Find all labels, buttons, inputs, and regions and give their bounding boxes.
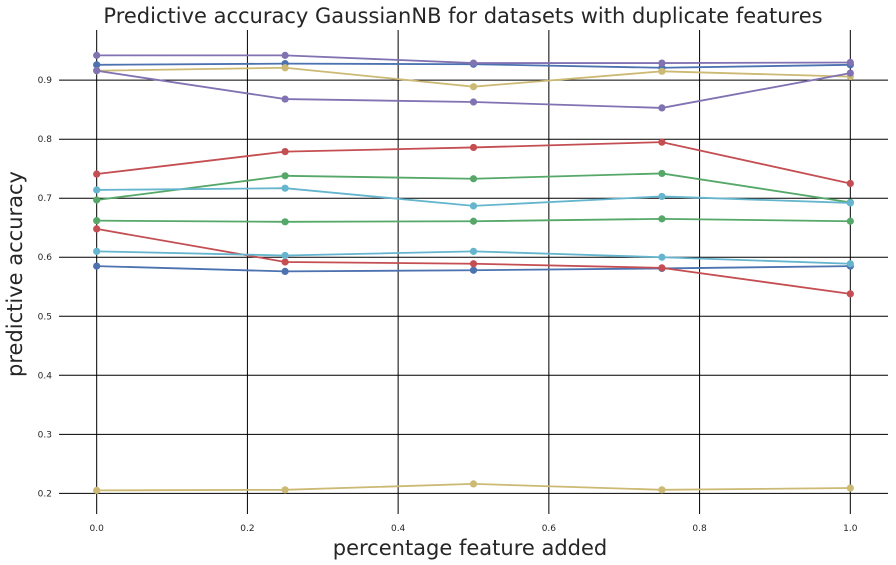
y-tick-label: 0.2: [38, 489, 52, 499]
series-3: [93, 138, 854, 188]
x-tick-label: 0.2: [240, 524, 254, 534]
data-point: [281, 251, 289, 260]
data-point: [469, 175, 478, 183]
series-11: [93, 480, 854, 494]
data-point: [658, 253, 666, 261]
series-4: [93, 51, 854, 67]
data-point: [281, 184, 289, 192]
y-tick-label: 0.6: [38, 253, 53, 263]
data-point: [281, 267, 289, 276]
data-point: [281, 64, 289, 72]
data-point: [281, 486, 289, 494]
y-tick-label: 0.5: [38, 312, 52, 322]
data-point: [658, 169, 666, 178]
data-point: [658, 138, 666, 146]
data-point: [469, 266, 478, 274]
data-point: [469, 202, 478, 210]
data-point: [281, 95, 289, 103]
data-point: [658, 264, 666, 272]
y-tick-label: 0.8: [38, 135, 53, 145]
y-axis-label: predictive accuracy: [3, 171, 27, 377]
data-point: [469, 217, 478, 225]
data-point: [93, 247, 101, 255]
data-point: [658, 104, 666, 112]
x-axis-ticks: 0.0 0.2 0.4 0.6 0.8 1.0: [90, 524, 858, 534]
chart-title: Predictive accuracy GaussianNB for datas…: [103, 4, 822, 28]
data-point: [281, 147, 289, 156]
data-point: [469, 260, 478, 268]
data-point: [93, 51, 101, 59]
series-8: [93, 215, 854, 226]
data-point: [93, 196, 101, 204]
x-tick-label: 1.0: [843, 524, 858, 534]
data-point: [658, 215, 666, 223]
data-point: [658, 59, 666, 67]
series-5: [93, 64, 854, 91]
data-point: [469, 59, 478, 67]
data-point: [469, 143, 478, 152]
data-point: [658, 67, 666, 75]
data-point: [93, 186, 101, 194]
y-axis-ticks: 0.2 0.3 0.4 0.5 0.6 0.7 0.8 0.9: [38, 76, 53, 499]
series-12: [93, 247, 854, 268]
data-point: [469, 98, 478, 106]
data-point: [846, 69, 854, 77]
y-tick-label: 0.9: [38, 76, 53, 86]
data-point: [469, 480, 478, 488]
data-point: [93, 262, 101, 270]
data-point: [93, 61, 101, 69]
data-point: [93, 486, 101, 494]
data-point: [281, 218, 289, 226]
data-point: [93, 67, 101, 75]
data-point: [846, 260, 854, 268]
data-point: [93, 170, 101, 178]
y-tick-label: 0.3: [38, 430, 52, 440]
data-point: [658, 486, 666, 494]
data-point: [469, 83, 478, 91]
data-point: [281, 172, 289, 180]
data-point: [281, 51, 289, 59]
data-point: [846, 290, 854, 298]
y-tick-label: 0.7: [38, 194, 52, 204]
data-point: [846, 199, 854, 207]
data-point: [93, 225, 101, 233]
x-axis-label: percentage feature added: [333, 536, 608, 560]
x-tick-label: 0.8: [692, 524, 707, 534]
data-point: [658, 192, 666, 201]
grid: [59, 30, 888, 514]
x-tick-label: 0.0: [90, 524, 105, 534]
y-tick-label: 0.4: [38, 371, 53, 381]
series-10: [93, 67, 854, 112]
data-point: [846, 484, 854, 492]
series-layer: [93, 51, 854, 494]
data-point: [93, 217, 101, 225]
x-tick-label: 0.6: [542, 524, 557, 534]
x-tick-label: 0.4: [391, 524, 406, 534]
data-point: [281, 258, 289, 266]
data-point: [469, 247, 478, 255]
series-9: [93, 225, 854, 298]
series-6: [93, 184, 854, 210]
series-2: [93, 169, 854, 206]
data-point: [846, 179, 854, 188]
data-point: [846, 217, 854, 225]
data-point: [846, 58, 854, 67]
